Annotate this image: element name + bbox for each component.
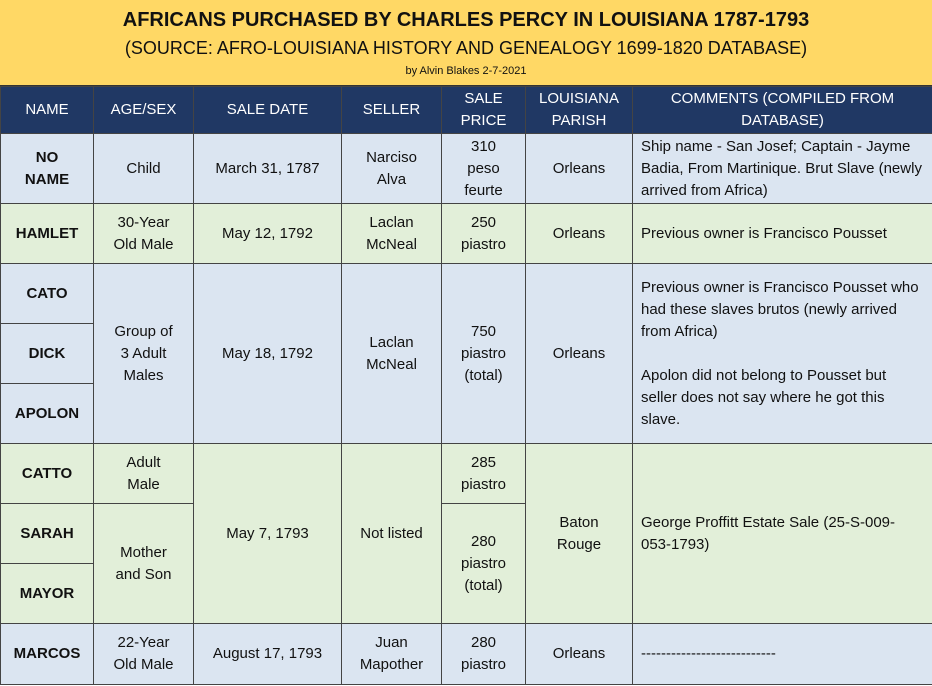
age-sex-cell: Child xyxy=(93,133,194,204)
name-cell: NO NAME xyxy=(0,133,94,204)
sale-price-cell: 750 piastro (total) xyxy=(441,263,526,444)
table-row: CATO Group of 3 Adult Males May 18, 1792… xyxy=(0,263,932,444)
name-cell: HAMLET xyxy=(0,203,94,264)
comments-cell: George Proffitt Estate Sale (25-S-009-05… xyxy=(632,443,932,624)
parish-cell: Orleans xyxy=(525,623,633,685)
table-row: NO NAME Child March 31, 1787 Narciso Alv… xyxy=(0,133,932,204)
page-title: AFRICANS PURCHASED BY CHARLES PERCY IN L… xyxy=(122,9,810,31)
parish-cell: Orleans xyxy=(525,133,633,204)
comments-cell: Ship name - San Josef; Captain - Jayme B… xyxy=(632,133,932,204)
column-header-sale-date: SALE DATE xyxy=(193,86,342,134)
age-sex-cell: 22-Year Old Male xyxy=(93,623,194,685)
seller-cell: Juan Mapother xyxy=(341,623,442,685)
seller-cell: Laclan McNeal xyxy=(341,203,442,264)
name-cell: MARCOS xyxy=(0,623,94,685)
comments-cell: Previous owner is Francisco Pousset who … xyxy=(632,263,932,444)
table-row: MAYOR xyxy=(0,563,932,624)
comments-cell: --------------------------- xyxy=(632,623,932,685)
age-sex-cell: Group of 3 Adult Males xyxy=(93,263,194,444)
byline: by Alvin Blakes 2-7-2021 xyxy=(405,65,527,77)
column-header-sale-price: SALE PRICE xyxy=(441,86,526,134)
title-banner: AFRICANS PURCHASED BY CHARLES PERCY IN L… xyxy=(0,0,932,86)
column-header-age-sex: AGE/SEX xyxy=(93,86,194,134)
table-row: HAMLET 30-Year Old Male May 12, 1792 Lac… xyxy=(0,203,932,264)
parish-cell: Baton Rouge xyxy=(525,443,633,624)
table-row: SARAH Mother and Son 280 piastro (total) xyxy=(0,503,932,624)
table-row: DICK xyxy=(0,323,932,384)
page-subtitle: (SOURCE: AFRO-LOUISIANA HISTORY AND GENE… xyxy=(124,38,808,58)
sale-price-cell: 280 piastro xyxy=(441,623,526,685)
name-cell: APOLON xyxy=(0,383,94,444)
sale-date-cell: May 18, 1792 xyxy=(193,263,342,444)
sale-date-cell: May 12, 1792 xyxy=(193,203,342,264)
table-row: MARCOS 22-Year Old Male August 17, 1793 … xyxy=(0,623,932,685)
sale-price-cell: 250 piastro xyxy=(441,203,526,264)
table-row: CATTO Adult Male May 7, 1793 Not listed … xyxy=(0,443,932,624)
sale-date-cell: May 7, 1793 xyxy=(193,443,342,624)
purchases-table: NAME AGE/SEX SALE DATE SELLER SALE PRICE… xyxy=(0,86,932,685)
name-cell: CATO xyxy=(0,263,94,324)
column-header-parish: LOUISIANA PARISH xyxy=(525,86,633,134)
name-cell: DICK xyxy=(0,323,94,384)
column-header-comments: COMMENTS (COMPILED FROM DATABASE) xyxy=(632,86,932,134)
name-cell: SARAH xyxy=(0,503,94,564)
table-header-row: NAME AGE/SEX SALE DATE SELLER SALE PRICE… xyxy=(0,86,932,134)
age-sex-cell: Mother and Son xyxy=(93,503,194,624)
table-row: APOLON xyxy=(0,383,932,444)
age-sex-cell: 30-Year Old Male xyxy=(93,203,194,264)
sale-price-cell: 310 peso feurte xyxy=(441,133,526,204)
seller-cell: Not listed xyxy=(341,443,442,624)
sale-date-cell: August 17, 1793 xyxy=(193,623,342,685)
comments-cell: Previous owner is Francisco Pousset xyxy=(632,203,932,264)
sale-price-cell: 280 piastro (total) xyxy=(441,503,526,624)
age-sex-cell: Adult Male xyxy=(93,443,194,504)
sale-price-cell: 285 piastro xyxy=(441,443,526,504)
name-cell: MAYOR xyxy=(0,563,94,624)
parish-cell: Orleans xyxy=(525,203,633,264)
parish-cell: Orleans xyxy=(525,263,633,444)
column-header-name: NAME xyxy=(0,86,94,134)
seller-cell: Narciso Alva xyxy=(341,133,442,204)
sale-date-cell: March 31, 1787 xyxy=(193,133,342,204)
seller-cell: Laclan McNeal xyxy=(341,263,442,444)
name-cell: CATTO xyxy=(0,443,94,504)
column-header-seller: SELLER xyxy=(341,86,442,134)
